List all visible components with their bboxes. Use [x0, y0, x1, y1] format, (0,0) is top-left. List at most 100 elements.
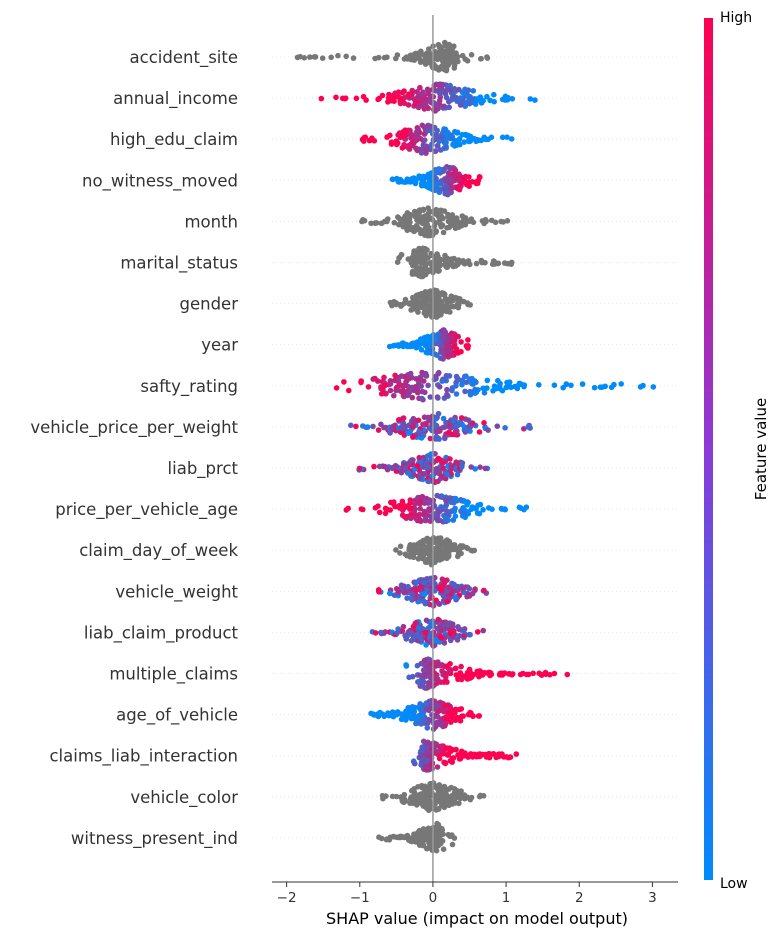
shap-point [401, 589, 408, 596]
shap-point [458, 377, 465, 384]
shap-point [442, 760, 449, 766]
shap-point [461, 792, 468, 798]
shap-point [465, 337, 471, 343]
shap-point [426, 656, 433, 663]
shap-point [421, 414, 428, 421]
shap-point [413, 257, 419, 264]
shap-point [404, 176, 411, 182]
shap-point [425, 663, 432, 670]
shap-point [474, 629, 481, 635]
shap-point [433, 795, 439, 801]
shap-point [416, 475, 423, 482]
shap-point [429, 717, 435, 724]
shap-point [343, 53, 350, 60]
shap-point [467, 675, 473, 681]
shap-point [421, 785, 428, 792]
shap-point [457, 296, 463, 302]
shap-point [416, 207, 423, 214]
shap-point [435, 142, 441, 149]
shap-point [477, 174, 483, 180]
shap-point [463, 87, 469, 93]
feature-row-high-edu-claim: high_edu_claim [110, 122, 678, 156]
shap-point [501, 754, 507, 760]
shap-point [426, 46, 432, 52]
shap-point [458, 415, 465, 421]
shap-point [415, 265, 421, 272]
shap-point [475, 502, 481, 509]
shap-point [441, 127, 447, 134]
shap-point [453, 373, 460, 380]
shap-point [420, 255, 426, 261]
shap-point [405, 102, 412, 108]
shap-point [376, 463, 383, 470]
shap-point [439, 333, 445, 340]
shap-point [461, 298, 467, 305]
shap-point [444, 598, 451, 605]
shap-point [433, 703, 440, 710]
shap-point [294, 54, 301, 61]
shap-point [420, 89, 426, 95]
shap-point [390, 176, 396, 183]
shap-point [440, 592, 447, 599]
shap-point [424, 757, 430, 764]
shap-point [423, 57, 429, 63]
shap-point [426, 581, 432, 587]
shap-point [416, 454, 423, 461]
shap-point [434, 127, 441, 134]
shap-point [440, 356, 446, 362]
shap-point [448, 471, 455, 477]
shap-point [436, 782, 443, 788]
shap-point [400, 415, 407, 421]
shap-point [381, 374, 387, 381]
shap-point [435, 616, 442, 623]
shap-point [420, 793, 427, 800]
shap-point [469, 179, 476, 185]
shap-point [423, 349, 430, 356]
shap-point [536, 670, 542, 677]
shap-point [350, 55, 357, 61]
shap-point [443, 502, 450, 508]
shap-point [429, 761, 435, 767]
shap-point [415, 271, 421, 278]
shap-point [410, 591, 416, 597]
shap-point [447, 82, 453, 89]
shap-point [353, 95, 360, 102]
shap-point [433, 375, 439, 382]
shap-point [418, 48, 424, 55]
colorbar-gradient [704, 18, 713, 880]
shap-point [410, 251, 417, 257]
feature-label: year [201, 336, 238, 355]
shap-point [435, 478, 441, 485]
feature-row-vehicle-weight: vehicle_weight [115, 574, 678, 609]
shap-point [398, 251, 405, 258]
shap-point [440, 229, 447, 236]
shap-point [444, 716, 450, 722]
shap-point [551, 382, 558, 389]
shap-point [432, 256, 439, 262]
shap-point [438, 349, 444, 355]
shap-point [464, 502, 470, 508]
shap-point [413, 619, 420, 626]
shap-point [420, 432, 427, 439]
shap-point [307, 54, 313, 60]
shap-point [461, 589, 467, 596]
x-tick-label: −1 [350, 890, 370, 906]
feature-row-age-of-vehicle: age_of_vehicle [116, 697, 678, 732]
shap-point [400, 392, 407, 399]
shap-point [402, 464, 409, 471]
shap-point [454, 471, 461, 478]
shap-point [423, 222, 430, 228]
feature-row-safty-rating: safty_rating [140, 369, 678, 403]
shap-point [439, 825, 445, 832]
shap-point [444, 386, 450, 393]
shap-point [481, 420, 487, 426]
shap-point [426, 210, 432, 216]
shap-point [436, 97, 443, 104]
shap-point [405, 469, 412, 476]
shap-point [444, 225, 450, 231]
shap-point [373, 220, 380, 226]
shap-point [418, 102, 424, 108]
shap-point [460, 543, 466, 550]
shap-point [455, 97, 462, 104]
shap-point [418, 672, 424, 679]
